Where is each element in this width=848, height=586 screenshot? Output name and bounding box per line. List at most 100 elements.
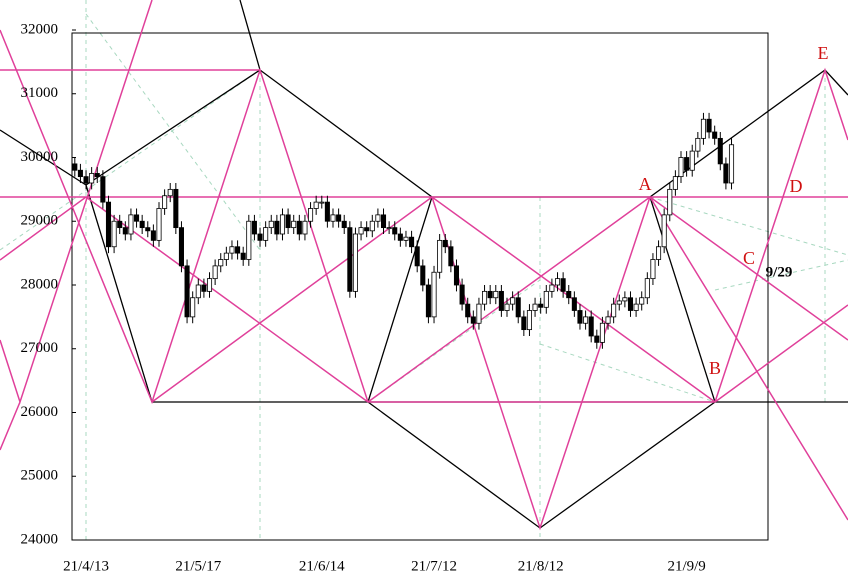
x-tick-label: 21/5/17 [175, 558, 221, 574]
y-tick-label: 26000 [21, 404, 59, 420]
candle-body [386, 227, 392, 230]
candle-body [712, 131, 718, 139]
candle-body [650, 259, 656, 280]
candle-body [470, 316, 476, 324]
candle-body [162, 195, 168, 209]
candle-body [150, 230, 156, 241]
candle-body [616, 300, 622, 305]
candle-body [156, 208, 162, 241]
candle-body [487, 290, 493, 299]
y-tick-label: 32000 [21, 21, 59, 37]
candle-body [336, 214, 342, 222]
candle-body [605, 316, 611, 324]
candle-body [268, 220, 274, 229]
candle-body [459, 284, 465, 305]
candle-body [656, 246, 662, 260]
candle-body [689, 150, 695, 171]
candle-body [313, 201, 319, 209]
black-lines [0, 0, 848, 529]
annotation: 9/29 [766, 264, 793, 280]
candle-body [206, 278, 213, 292]
candle-body [184, 265, 190, 318]
y-tick-label: 30000 [21, 149, 59, 165]
x-tick-label: 21/8/12 [518, 558, 564, 574]
candle-body [122, 227, 128, 235]
candle-body [453, 265, 460, 286]
candle-body [532, 303, 538, 311]
candle-body [622, 297, 628, 302]
candle-body [538, 303, 544, 308]
candle-body [134, 214, 140, 222]
candle-body [577, 310, 583, 324]
candle-body [425, 284, 431, 318]
candle-body [504, 303, 510, 311]
candle-body [414, 246, 420, 267]
y-tick-label: 24000 [21, 531, 59, 547]
candle-body [341, 220, 347, 229]
candle-body [549, 284, 555, 292]
candle-body [296, 220, 302, 235]
candle-body [700, 118, 706, 139]
candle-body [392, 227, 398, 235]
candle-body [594, 335, 600, 343]
candle-body [302, 220, 308, 235]
candle-body [128, 214, 134, 235]
candle-body [100, 176, 106, 203]
candle-body [285, 214, 291, 229]
dashed-guides [0, 0, 848, 540]
candle-body [639, 297, 645, 305]
x-tick-label: 21/9/9 [667, 558, 705, 574]
annotation: B [709, 358, 721, 378]
candle-body [409, 236, 415, 248]
x-tick-label: 21/6/14 [299, 558, 345, 574]
candle-body [465, 303, 471, 318]
candle-body [723, 163, 729, 184]
candle-body [431, 271, 437, 318]
candle-body [476, 303, 482, 324]
pink-lines [0, 0, 848, 531]
candle-body [291, 220, 297, 229]
candle-body [89, 173, 95, 184]
candle-body [554, 278, 561, 286]
candle-body [279, 214, 286, 235]
candle-body [352, 233, 358, 292]
candle-body [442, 239, 448, 248]
candle-body [380, 214, 387, 229]
candle-body [369, 220, 375, 232]
overlay-black [0, 0, 848, 529]
annotation: A [639, 174, 652, 194]
x-tick-label: 21/7/12 [411, 558, 457, 574]
candle-body [695, 137, 701, 152]
candle-body [706, 118, 712, 133]
candle-body [257, 233, 263, 241]
y-tick-label: 31000 [21, 85, 59, 101]
candle-body [167, 188, 173, 197]
candle-body [77, 169, 83, 178]
overlay-pink [0, 0, 848, 531]
candle-body [235, 246, 241, 254]
candle-body [482, 290, 488, 305]
candle-body [599, 322, 605, 343]
candle-body [560, 278, 566, 292]
candle-body [83, 176, 89, 184]
plot-frame [71, 32, 769, 541]
candle-body [684, 157, 690, 171]
candle-body [263, 227, 269, 241]
candle-body [139, 220, 145, 229]
candle-body [397, 233, 403, 241]
x-tick-label: 21/4/13 [63, 558, 109, 574]
candle-body [437, 239, 443, 273]
candle-body [117, 220, 123, 229]
candle-body [493, 290, 499, 299]
candle-body [515, 297, 521, 318]
candle-body [223, 252, 229, 260]
candle-body [510, 297, 516, 305]
candle-body [543, 290, 549, 308]
candle-body [347, 227, 353, 292]
candle-body [218, 259, 224, 267]
candle-body [319, 201, 325, 204]
candle-body [178, 227, 184, 267]
candle-body [246, 220, 252, 260]
candle-body [173, 188, 179, 229]
